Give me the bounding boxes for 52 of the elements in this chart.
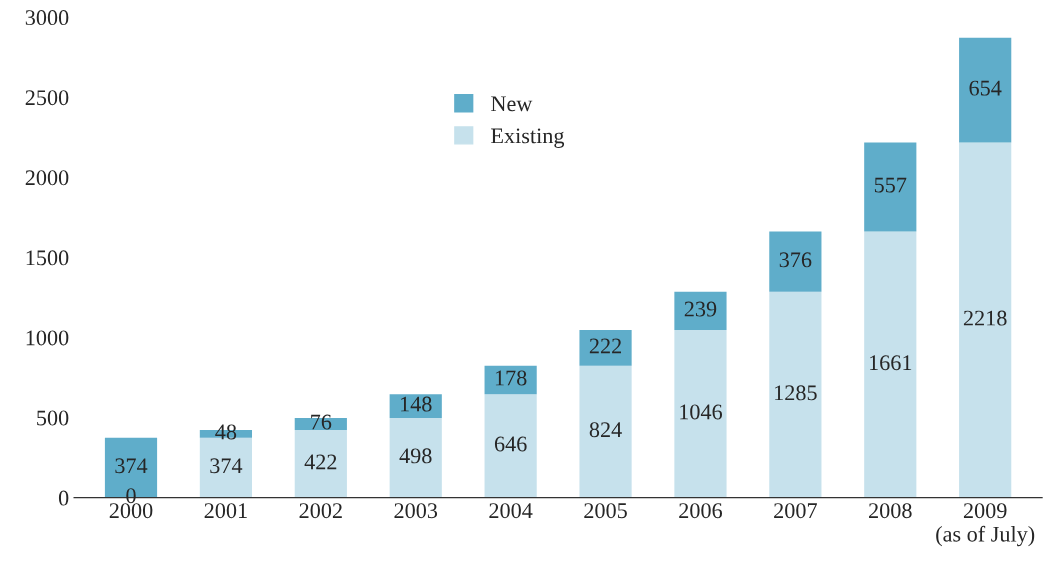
data-label: 2218	[963, 310, 1007, 326]
bar	[864, 142, 917, 232]
data-label: 498	[399, 448, 432, 464]
bar	[389, 394, 442, 418]
y-tick-label: 2000	[25, 170, 69, 186]
data-label: 557	[874, 177, 907, 193]
bar	[294, 430, 347, 498]
bar	[674, 291, 727, 331]
y-tick-label: 3000	[25, 10, 69, 26]
bar	[389, 417, 442, 498]
data-label: 376	[779, 252, 812, 268]
y-tick-label: 1500	[26, 250, 69, 266]
x-tick-label: 2001	[204, 503, 247, 519]
bar	[674, 330, 727, 498]
y-tick-label: 1000	[26, 330, 69, 346]
x-tick-label: 2007	[774, 503, 817, 519]
bar	[769, 291, 822, 498]
x-tick-label: 2004	[489, 503, 533, 519]
bar	[959, 142, 1012, 498]
data-label: 374	[115, 458, 148, 474]
bar	[959, 37, 1012, 143]
x-tick-label: 2002	[299, 503, 342, 519]
legend-label: Existing	[491, 128, 565, 148]
data-label: 1285	[775, 385, 817, 401]
x-tick-label: 2005	[584, 503, 627, 519]
bar	[579, 365, 632, 498]
data-label: 148	[401, 396, 432, 412]
data-label: 239	[684, 301, 717, 317]
bar	[864, 231, 917, 498]
bar	[769, 231, 822, 292]
data-label: 374	[210, 458, 243, 474]
data-label: 422	[304, 454, 337, 470]
data-label: 654	[969, 80, 1002, 96]
x-tick-label: 2006	[679, 503, 723, 519]
data-label: 76	[311, 414, 332, 430]
y-tick-label: 0	[58, 490, 69, 506]
legend-label: New	[491, 96, 533, 112]
data-label: 1661	[870, 355, 912, 371]
data-label: 178	[495, 370, 527, 386]
data-label: 222	[589, 338, 621, 354]
x-tick-label: 2009 (as of July)	[936, 503, 1035, 547]
x-tick-label: 2003	[394, 503, 438, 519]
data-label: 646	[494, 436, 527, 452]
x-tick-label: 2008	[869, 503, 912, 519]
y-tick-label: 2500	[25, 90, 69, 106]
bar	[579, 330, 632, 366]
x-tick-label: 2000	[109, 503, 153, 519]
data-label: 824	[589, 422, 622, 438]
bar	[484, 365, 537, 395]
bar	[484, 394, 537, 498]
data-label: 1046	[680, 404, 723, 420]
y-tick-label: 500	[37, 410, 69, 426]
